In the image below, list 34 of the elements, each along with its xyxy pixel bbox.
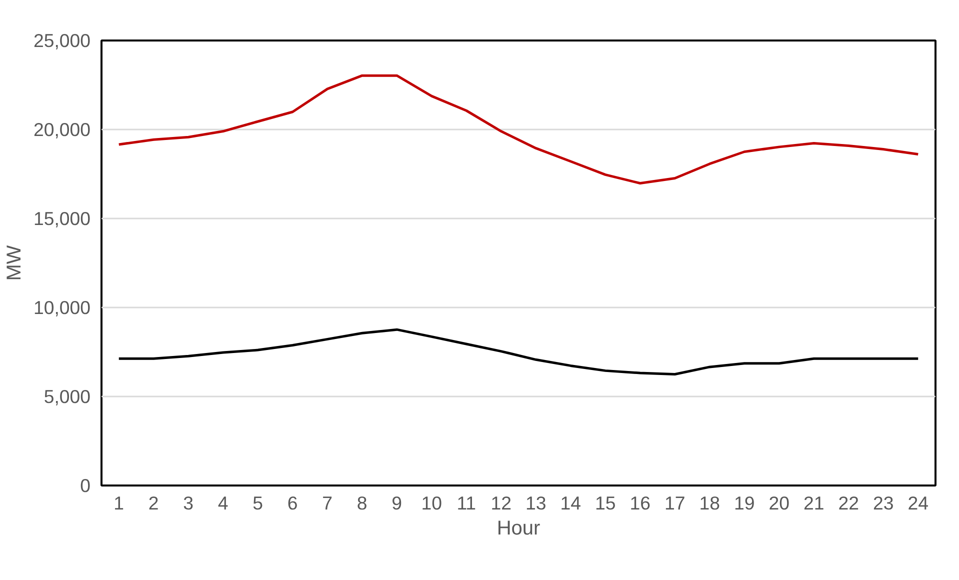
y-tick-label: 10,000 [33,297,90,318]
x-tick-label: 7 [322,492,333,514]
x-tick-label: 12 [490,492,512,514]
x-tick-label: 5 [252,492,264,514]
x-tick-label: 11 [456,492,476,514]
y-tick-label: 15,000 [33,208,90,229]
x-tick-label: 2 [148,492,159,514]
x-tick-label: 24 [908,492,929,514]
line-series [118,74,920,185]
x-tick-label: 8 [356,492,368,514]
y-tick-label: 5,000 [44,386,90,407]
x-tick-label: 17 [664,492,686,514]
x-tick-label: 1 [114,492,124,514]
x-tick-label: 16 [630,492,651,514]
x-axis-title: Hour [496,518,541,540]
x-tick-label: 13 [526,492,546,514]
x-tick-label: 18 [699,492,720,514]
x-tick-label: 19 [734,492,755,514]
y-tick-label: 20,000 [33,119,90,140]
x-tick-label: 22 [838,492,860,514]
y-tick-label: 0 [80,475,91,496]
y-tick-label: 25,000 [33,30,90,51]
x-tick-label: 15 [595,492,616,514]
line-series [118,328,920,376]
x-tick-label: 10 [421,492,442,514]
x-tick-label: 21 [804,492,824,514]
x-tick-label: 4 [218,492,228,514]
x-tick-label: 23 [873,492,894,514]
x-tick-label: 6 [287,492,298,514]
x-tick-label: 14 [560,492,582,514]
x-tick-label: 9 [392,492,402,514]
y-axis-title: MW [3,245,26,281]
x-tick-label: 20 [768,492,790,514]
x-tick-label: 3 [183,492,194,514]
